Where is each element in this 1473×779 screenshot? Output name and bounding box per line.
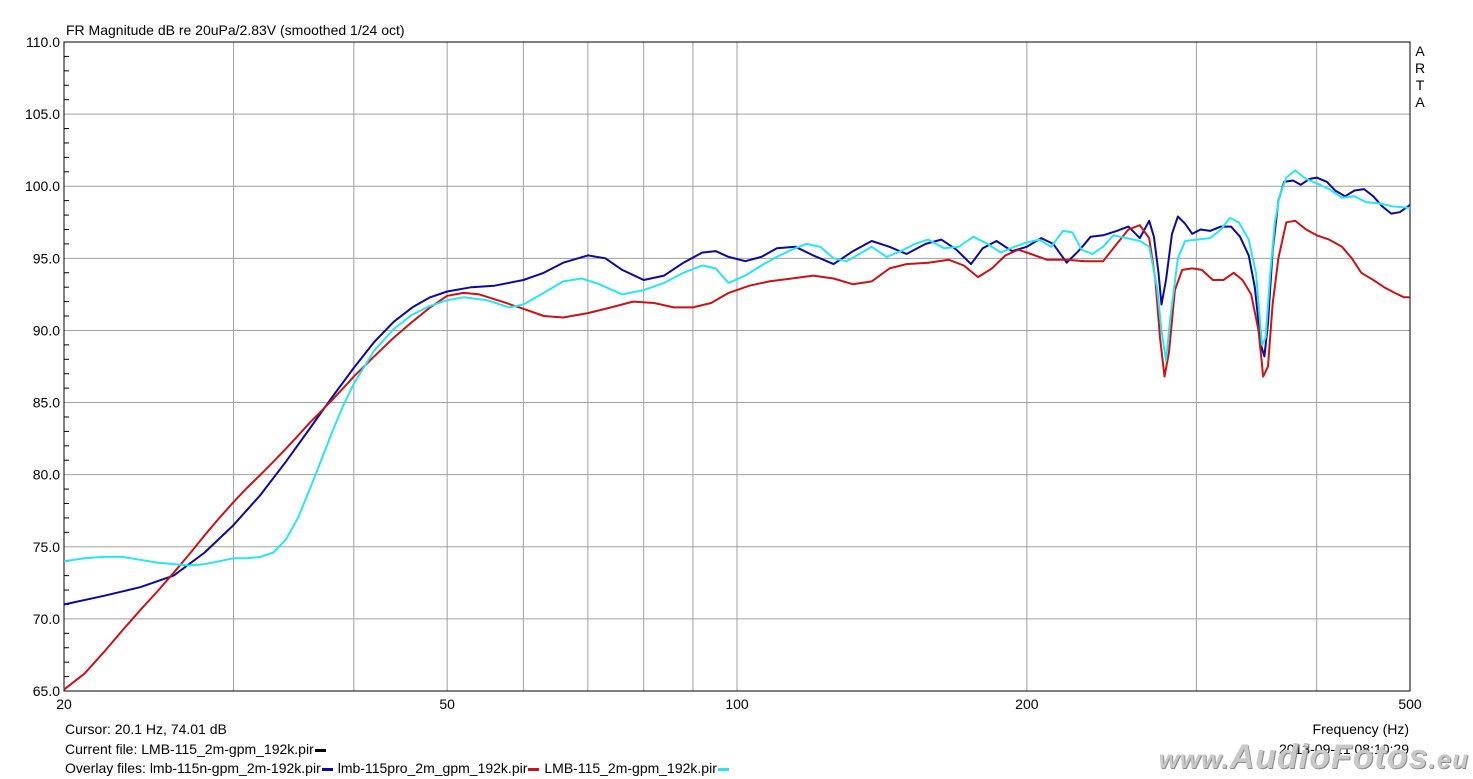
timestamp: 2013-09-21 08:10:29 <box>1279 741 1409 757</box>
overlay-files: Overlay files: lmb-115n-gpm_2m-192k.pir l… <box>65 760 734 776</box>
chart-grid <box>63 41 1411 692</box>
y-tick-label-8: 105.0 <box>25 106 60 122</box>
series-line-2 <box>63 169 1411 567</box>
watermark-part1: Audio <box>1229 738 1331 776</box>
current-file-label: Current file: LMB-115_2m-gpm_192k.pir <box>65 741 314 757</box>
x-tick-label-0: 20 <box>56 696 72 712</box>
y-tick-label-6: 95.0 <box>33 250 60 266</box>
y-tick-label-5: 90.0 <box>33 322 60 338</box>
plot-area-border <box>63 41 1411 692</box>
legend-swatch-1 <box>528 767 540 771</box>
y-tick-label-9: 110.0 <box>26 34 60 50</box>
arta-letter-1: R <box>1414 60 1426 76</box>
watermark-prefix: www. <box>1158 744 1230 774</box>
y-tick-labels: 65.0 70.0 75.0 80.0 85.0 90.0 95.0 100.0 105.0 11… <box>25 34 60 699</box>
legend-entry-0: lmb-115n-gpm_2m-192k.pir <box>150 760 338 776</box>
arta-letter-0: A <box>1415 43 1425 59</box>
arta-letter-2: T <box>1415 77 1425 93</box>
current-file-color-swatch <box>314 748 326 752</box>
x-tick-labels: 20 50 100 200 500 <box>56 696 1422 712</box>
x-tick-label-1: 50 <box>439 696 455 712</box>
series-line-1 <box>63 219 1410 691</box>
legend-entry-2: LMB-115_2m-gpm_192k.pir <box>544 760 734 776</box>
x-tick-label-2: 100 <box>725 696 749 712</box>
y-tick-label-2: 75.0 <box>33 539 60 555</box>
current-file: Current file: LMB-115_2m-gpm_192k.pir <box>65 741 331 757</box>
x-axis-label: Frequency (Hz) <box>1312 721 1409 737</box>
cursor-readout: Cursor: 20.1 Hz, 74.01 dB <box>65 721 227 737</box>
legend-name-1: lmb-115pro_2m_gpm_192k.pir <box>337 760 528 776</box>
y-minor-ticks <box>64 55 69 678</box>
watermark-logo: www.AudioFotos.eu <box>1159 738 1469 777</box>
x-tick-label-3: 200 <box>1015 696 1039 712</box>
y-tick-label-1: 70.0 <box>33 611 60 627</box>
legend-swatch-0 <box>321 767 333 771</box>
legend-swatch-2 <box>717 767 729 771</box>
legend-name-0: lmb-115n-gpm_2m-192k.pir <box>149 760 321 776</box>
legend-entry-1: lmb-115pro_2m_gpm_192k.pir <box>338 760 545 776</box>
watermark-part2: Fotos <box>1330 738 1429 776</box>
arta-letter-3: A <box>1415 94 1425 110</box>
overlay-files-label: Overlay files: <box>65 760 146 776</box>
y-tick-label-0: 65.0 <box>33 683 60 699</box>
watermark-suffix: .eu <box>1428 744 1469 774</box>
series-lines <box>63 169 1411 691</box>
x-tick-label-4: 500 <box>1398 696 1422 712</box>
chart-title: FR Magnitude dB re 20uPa/2.83V (smoothed… <box>66 22 405 38</box>
legend-name-2: LMB-115_2m-gpm_192k.pir <box>544 760 717 776</box>
y-tick-label-4: 85.0 <box>33 395 60 411</box>
y-tick-label-7: 100.0 <box>25 178 60 194</box>
y-tick-label-3: 80.0 <box>33 467 60 483</box>
